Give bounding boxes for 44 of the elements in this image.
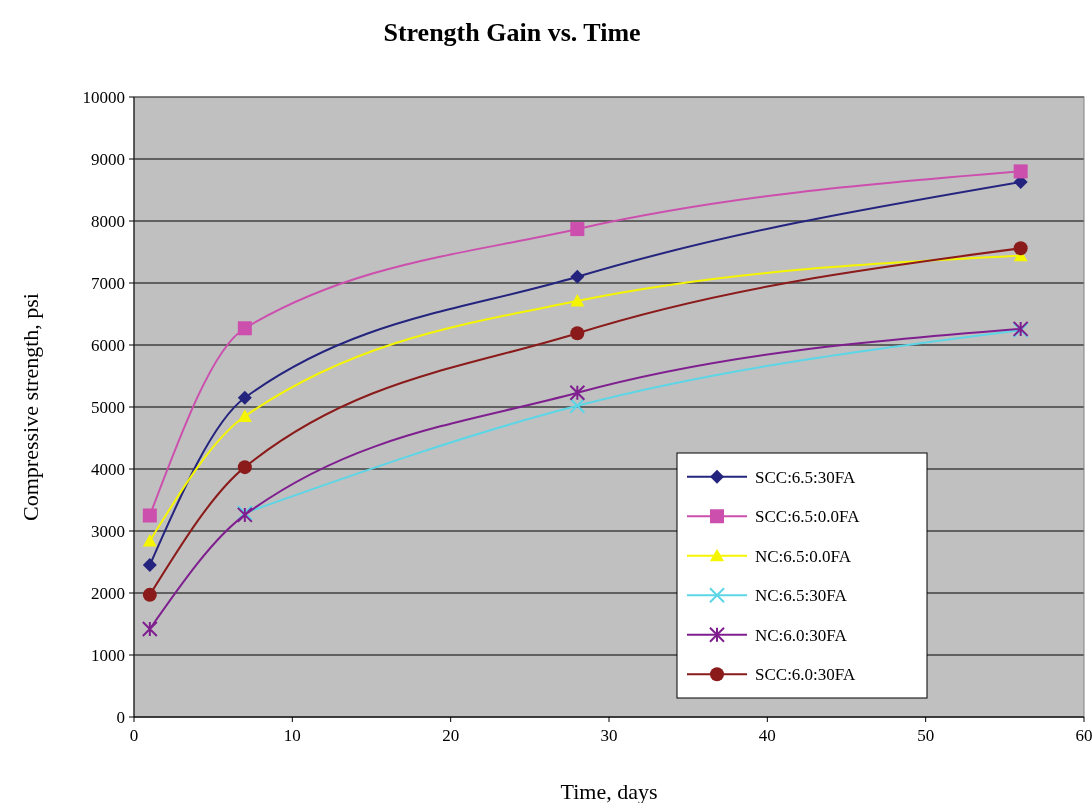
y-tick-label: 4000	[91, 459, 125, 479]
point	[570, 326, 585, 341]
point	[237, 409, 252, 422]
point	[570, 293, 585, 307]
x-tick-label: 0	[129, 726, 139, 745]
y-tick-label: 8000	[91, 211, 125, 231]
y-tick-label: 9000	[91, 149, 125, 169]
y-tick-label: 5000	[91, 397, 125, 417]
point	[570, 269, 585, 284]
point	[142, 558, 157, 573]
x-tick-label: 30	[600, 726, 618, 745]
point	[141, 620, 158, 637]
point	[142, 508, 157, 523]
point	[237, 460, 252, 475]
y-tick-label: 7000	[91, 273, 125, 293]
x-tick-label: 10	[283, 726, 301, 745]
x-tick-label: 40	[758, 726, 776, 745]
legend-label: NC:6.5:30FA	[755, 586, 848, 606]
legend-label: SCC:6.5:30FA	[755, 467, 857, 487]
point	[237, 390, 252, 405]
y-tick-label: 0	[116, 707, 125, 727]
legend-label: SCC:6.0:30FA	[755, 665, 857, 685]
y-tick-label: 3000	[91, 521, 125, 541]
x-tick-label: 50	[917, 726, 935, 745]
legend-label: NC:6.5:0.0FA	[755, 546, 852, 566]
point	[142, 533, 157, 547]
y-axis-title: Compressive strength, psi	[18, 293, 43, 521]
legend-label: SCC:6.5:0.0FA	[755, 507, 861, 527]
x-axis-title: Time, days	[560, 779, 658, 803]
x-tick-label: 20	[442, 726, 460, 745]
y-tick-label: 1000	[91, 645, 125, 665]
point	[569, 397, 586, 414]
y-tick-label: 6000	[91, 335, 125, 355]
point	[1013, 164, 1028, 179]
y-tick-label: 10000	[82, 87, 125, 107]
point	[142, 587, 157, 602]
chart-title: Strength Gain vs. Time	[383, 18, 641, 47]
point	[569, 384, 586, 401]
point	[1013, 241, 1028, 256]
point	[237, 321, 252, 336]
point	[570, 222, 585, 237]
y-tick-label: 2000	[91, 583, 125, 603]
x-tick-label: 60	[1075, 726, 1092, 745]
legend-label: NC:6.0:30FA	[755, 625, 848, 645]
